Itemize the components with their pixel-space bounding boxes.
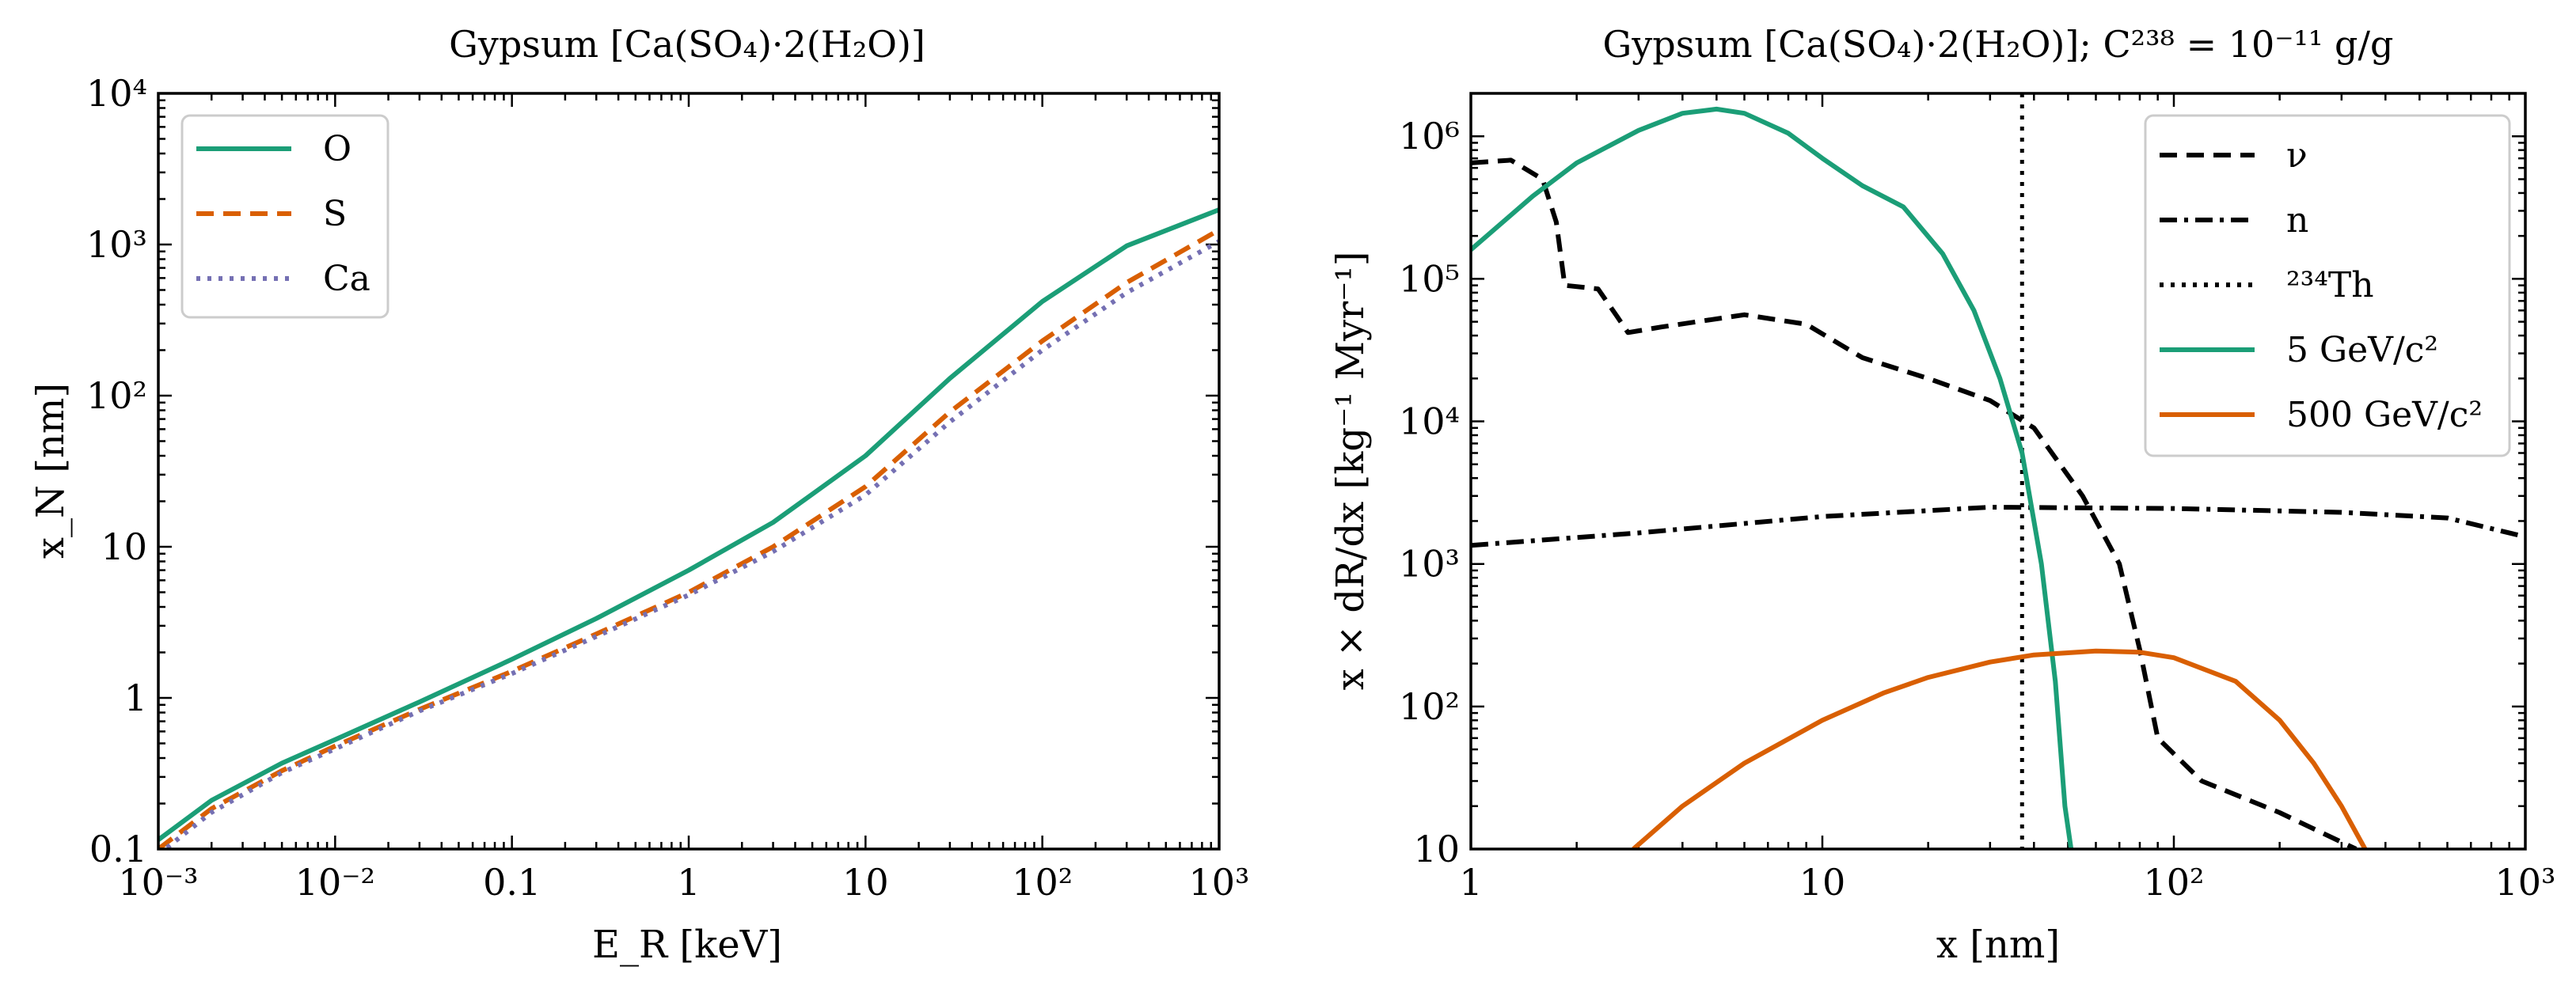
y-tick-label: 10² [1399,685,1460,728]
left-plot-frame [157,92,1221,851]
x-tick-label: 10 [1799,861,1846,904]
left-x-axis-label: E_R [keV] [592,923,782,967]
series-line-2 [1471,106,2074,849]
x-tick-label: 10⁻² [295,861,375,904]
series-line-0 [1471,157,2358,849]
x-tick-label: 10² [1012,861,1073,904]
y-tick-label: 10⁵ [1399,257,1460,300]
legend-label: ν [2286,135,2308,176]
y-tick-label: 0.1 [89,828,147,870]
x-tick-label: 10³ [2495,861,2556,904]
right-chart-title: Gypsum [Ca(SO₄)·2(H₂O)]; C²³⁸ = 10⁻¹¹ g/… [1603,23,2394,66]
right-y-axis-label: x × dR/dx [kg⁻¹ Myr⁻¹] [1328,252,1373,691]
legend-label: n [2286,200,2308,241]
x-tick-label: 10⁻³ [118,861,198,904]
right-plot-frame [1469,92,2527,851]
series-line-1 [158,227,1219,849]
right-chart-panel: Gypsum [Ca(SO₄)·2(H₂O)]; C²³⁸ = 10⁻¹¹ g/… [1328,23,2555,967]
y-tick-label: 10³ [86,223,147,266]
series-line-0 [158,207,1219,842]
x-tick-label: 10 [842,861,889,904]
legend-label: O [323,129,351,169]
legend-label: Ca [323,259,370,299]
x-tick-label: 1 [1459,861,1482,904]
x-tick-label: 10³ [1189,861,1250,904]
x-tick-label: 0.1 [483,861,541,904]
legend-label: 5 GeV/c² [2286,330,2438,370]
y-tick-label: 10² [86,374,147,417]
legend-label: 500 GeV/c² [2286,395,2483,435]
legend-label: S [323,194,347,234]
right-legend: νn ²³⁴Th 5 GeV/c² 500 GeV/c² [2144,114,2511,457]
x-tick-label: 10² [2144,861,2205,904]
y-tick-label: 1 [124,677,147,719]
left-y-axis-label: x_N [nm] [28,383,73,559]
series-line-3 [1632,648,2368,849]
y-tick-label: 10⁶ [1399,115,1460,157]
y-tick-label: 10⁴ [86,72,147,115]
y-tick-label: 10 [1413,828,1460,870]
y-tick-label: 10³ [1399,543,1460,586]
series-line-2 [161,239,1219,849]
left-legend: OS Ca [180,114,389,319]
right-x-axis-label: x [nm] [1936,923,2060,967]
series-line-1 [1471,505,2525,548]
y-tick-label: 10 [101,525,147,568]
left-chart-title: Gypsum [Ca(SO₄)·2(H₂O)] [449,23,925,66]
legend-label: ²³⁴Th [2286,265,2374,305]
left-chart-panel: Gypsum [Ca(SO₄)·2(H₂O)] 10⁻³ 10⁻² 0.1 1 10 10… [28,23,1249,967]
left-legend-box [180,114,389,319]
y-tick-label: 10⁴ [1399,400,1460,443]
right-legend-box [2144,114,2511,457]
x-tick-label: 1 [677,861,700,904]
